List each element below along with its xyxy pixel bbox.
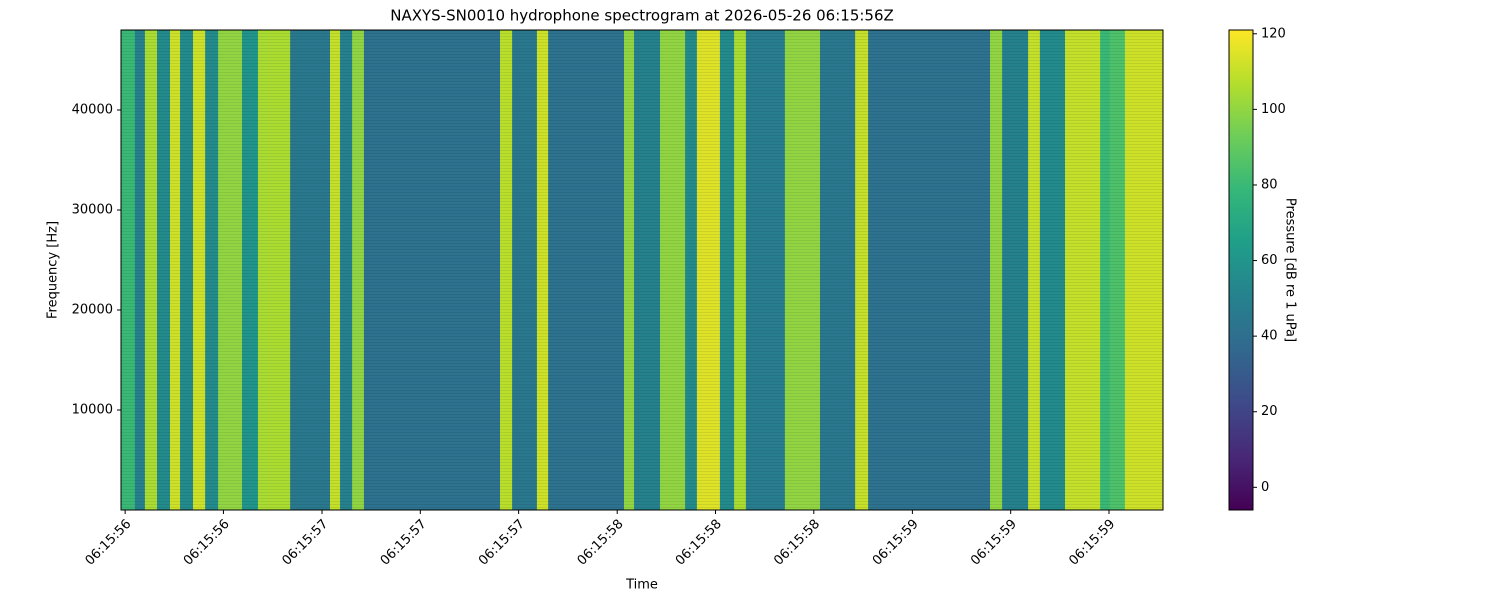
- y-tick-label: 10000: [72, 403, 113, 418]
- chart-title: NAXYS-SN0010 hydrophone spectrogram at 2…: [390, 7, 894, 25]
- x-tick-label: 06:15:59: [1066, 517, 1118, 569]
- colorbar-tick-label: 120: [1261, 26, 1286, 41]
- colorbar-label: Pressure [dB re 1 uPa]: [1283, 198, 1298, 342]
- x-tick-label: 06:15:59: [968, 517, 1020, 569]
- y-tick-label: 20000: [72, 303, 113, 318]
- colorbar: [1228, 29, 1254, 511]
- x-tick-label: 06:15:58: [673, 517, 725, 569]
- colorbar-tick-label: 80: [1261, 177, 1278, 192]
- colorbar-tick-label: 100: [1261, 102, 1286, 117]
- texture: [121, 30, 1163, 510]
- x-tick-label: 06:15:57: [476, 517, 528, 569]
- colorbar-tick-label: 20: [1261, 404, 1278, 419]
- axes-frame: [120, 29, 1164, 511]
- x-tick-label: 06:15:58: [771, 517, 823, 569]
- colorbar-tick-label: 60: [1261, 253, 1278, 268]
- y-tick-label: 40000: [72, 103, 113, 118]
- colorbar-tick-label: 0: [1261, 480, 1269, 495]
- x-tick-label: 06:15:56: [181, 517, 233, 569]
- x-tick-label: 06:15:57: [279, 517, 331, 569]
- x-tick-label: 06:15:57: [378, 517, 430, 569]
- x-axis-label: Time: [625, 578, 658, 593]
- x-tick-label: 06:15:59: [870, 517, 922, 569]
- x-tick-label: 06:15:58: [575, 517, 627, 569]
- y-axis-label: Frequency [Hz]: [46, 221, 61, 319]
- colorbar-tick-label: 40: [1261, 329, 1278, 344]
- y-tick-label: 30000: [72, 203, 113, 218]
- x-tick-label: 06:15:56: [83, 517, 135, 569]
